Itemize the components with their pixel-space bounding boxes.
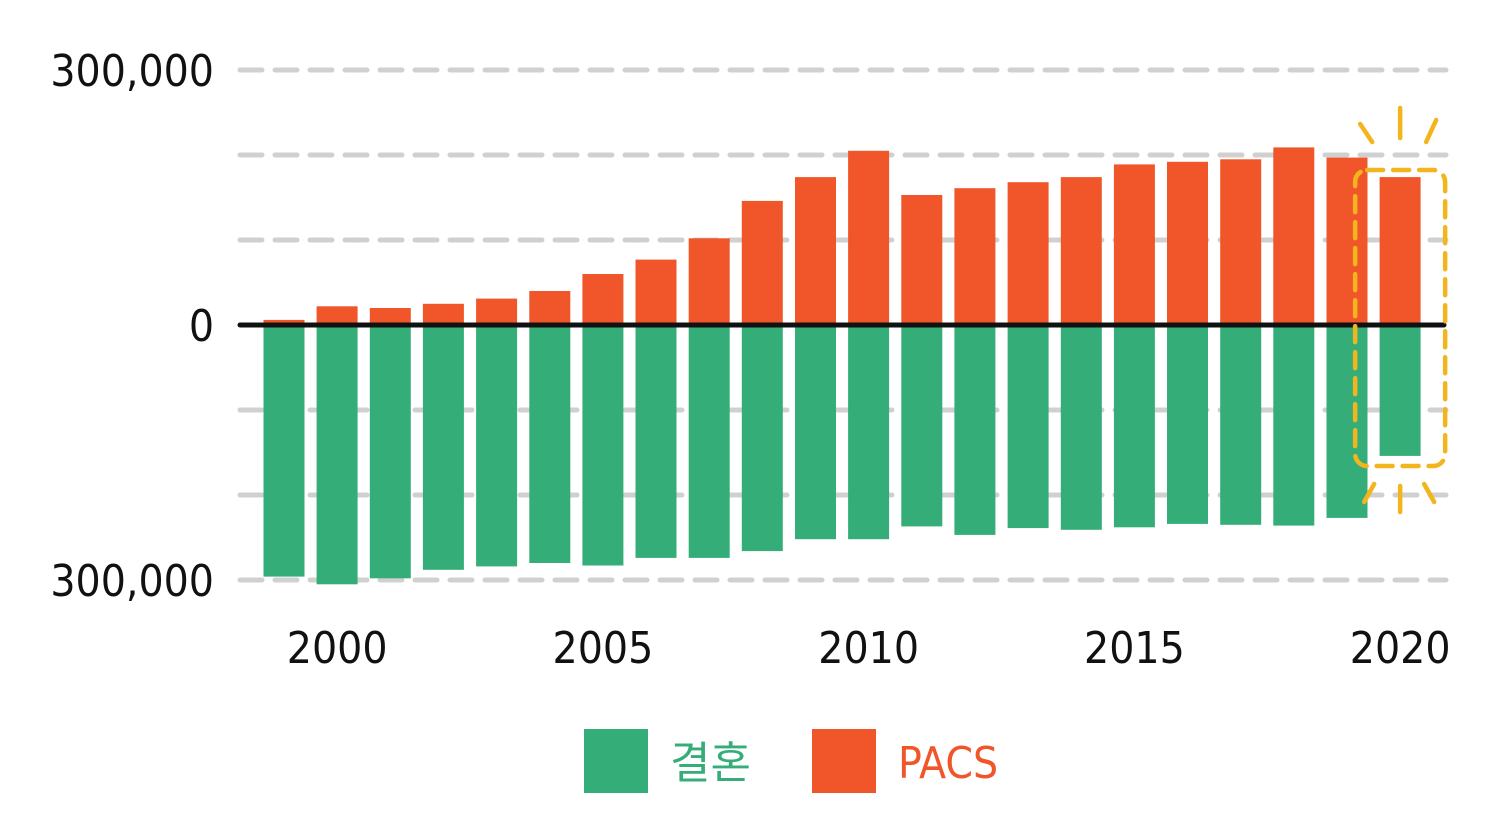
- highlight-box: [1352, 167, 1448, 469]
- x-tick-label: 2020: [1350, 623, 1451, 674]
- bar-pacs-2000: [316, 306, 358, 325]
- bar-marriage-2006: [635, 325, 677, 558]
- bar-marriage-2014: [1060, 325, 1102, 530]
- bar-pacs-2006: [635, 259, 677, 326]
- y-tick-label: 0: [189, 301, 214, 352]
- y-tick-label: 300,000: [50, 556, 214, 607]
- legend-label: 결혼: [670, 738, 751, 789]
- bar-marriage-2015: [1113, 325, 1155, 528]
- bar-pacs-2005: [582, 274, 624, 325]
- legend-swatch: [812, 729, 876, 793]
- bar-pacs-2016: [1167, 161, 1208, 325]
- bar-pacs-2017: [1220, 159, 1262, 326]
- bar-pacs-2001: [369, 308, 411, 325]
- bar-marriage-2010: [848, 325, 890, 540]
- bar-pacs-2003: [476, 298, 518, 325]
- x-axis-tick-labels: 2000 2005 2010 2015 2020: [287, 623, 1451, 674]
- bar-marriage-2016: [1167, 325, 1208, 524]
- bar-pacs-2018: [1273, 147, 1315, 325]
- bar-pacs-2009: [795, 177, 836, 325]
- bar-pacs-2004: [529, 291, 571, 325]
- highlight-burst-mark: [1361, 481, 1377, 505]
- bar-marriage-2003: [476, 325, 518, 567]
- bar-pacs-2019: [1326, 157, 1368, 325]
- x-tick-label: 2000: [287, 623, 388, 674]
- bar-marriage-2005: [582, 325, 624, 566]
- bar-marriage-2001: [369, 325, 411, 579]
- legend-label: PACS: [898, 738, 998, 789]
- bar-pacs-2014: [1060, 177, 1102, 325]
- bar-pacs-2013: [1007, 182, 1049, 325]
- bar-marriage-2008: [741, 325, 783, 552]
- bar-marriage-2020: [1379, 325, 1421, 456]
- highlight-burst-mark: [1357, 121, 1375, 145]
- bar-pacs-2008: [741, 200, 783, 325]
- highlight-2020: [1352, 105, 1448, 515]
- bar-marriage-2011: [901, 325, 943, 527]
- legend-swatch: [584, 729, 648, 793]
- bar-pacs-2002: [422, 303, 464, 326]
- highlight-burst-mark: [1421, 481, 1437, 505]
- bar-marriage-2019: [1326, 325, 1368, 518]
- bar-marriage-2013: [1007, 325, 1049, 529]
- highlight-burst-mark: [1423, 117, 1439, 145]
- bar-marriage-2012: [954, 325, 996, 535]
- bar-pacs-1999: [263, 319, 305, 325]
- bar-marriage-2018: [1273, 325, 1315, 526]
- bars: [263, 147, 1421, 585]
- bar-pacs-2020: [1379, 177, 1421, 325]
- grid-lines: [237, 67, 1449, 583]
- bar-pacs-2010: [848, 150, 890, 326]
- bar-marriage-2009: [795, 325, 836, 540]
- y-axis-tick-labels: 300,000 0 300,000: [50, 46, 214, 607]
- bar-marriage-1999: [263, 325, 305, 577]
- bar-pacs-2012: [954, 188, 996, 325]
- y-tick-label: 300,000: [50, 46, 214, 97]
- legend: 결혼 PACS: [584, 729, 998, 793]
- bar-pacs-2011: [901, 195, 943, 325]
- bar-pacs-2015: [1113, 164, 1155, 325]
- bar-marriage-2002: [422, 325, 464, 570]
- bar-marriage-2017: [1220, 325, 1262, 525]
- bar-marriage-2004: [529, 325, 571, 563]
- x-tick-label: 2015: [1084, 623, 1185, 674]
- bar-marriage-2000: [316, 325, 358, 585]
- x-tick-label: 2010: [818, 623, 919, 674]
- x-tick-label: 2005: [553, 623, 654, 674]
- bar-pacs-2007: [688, 238, 730, 325]
- bar-marriage-2007: [688, 325, 730, 558]
